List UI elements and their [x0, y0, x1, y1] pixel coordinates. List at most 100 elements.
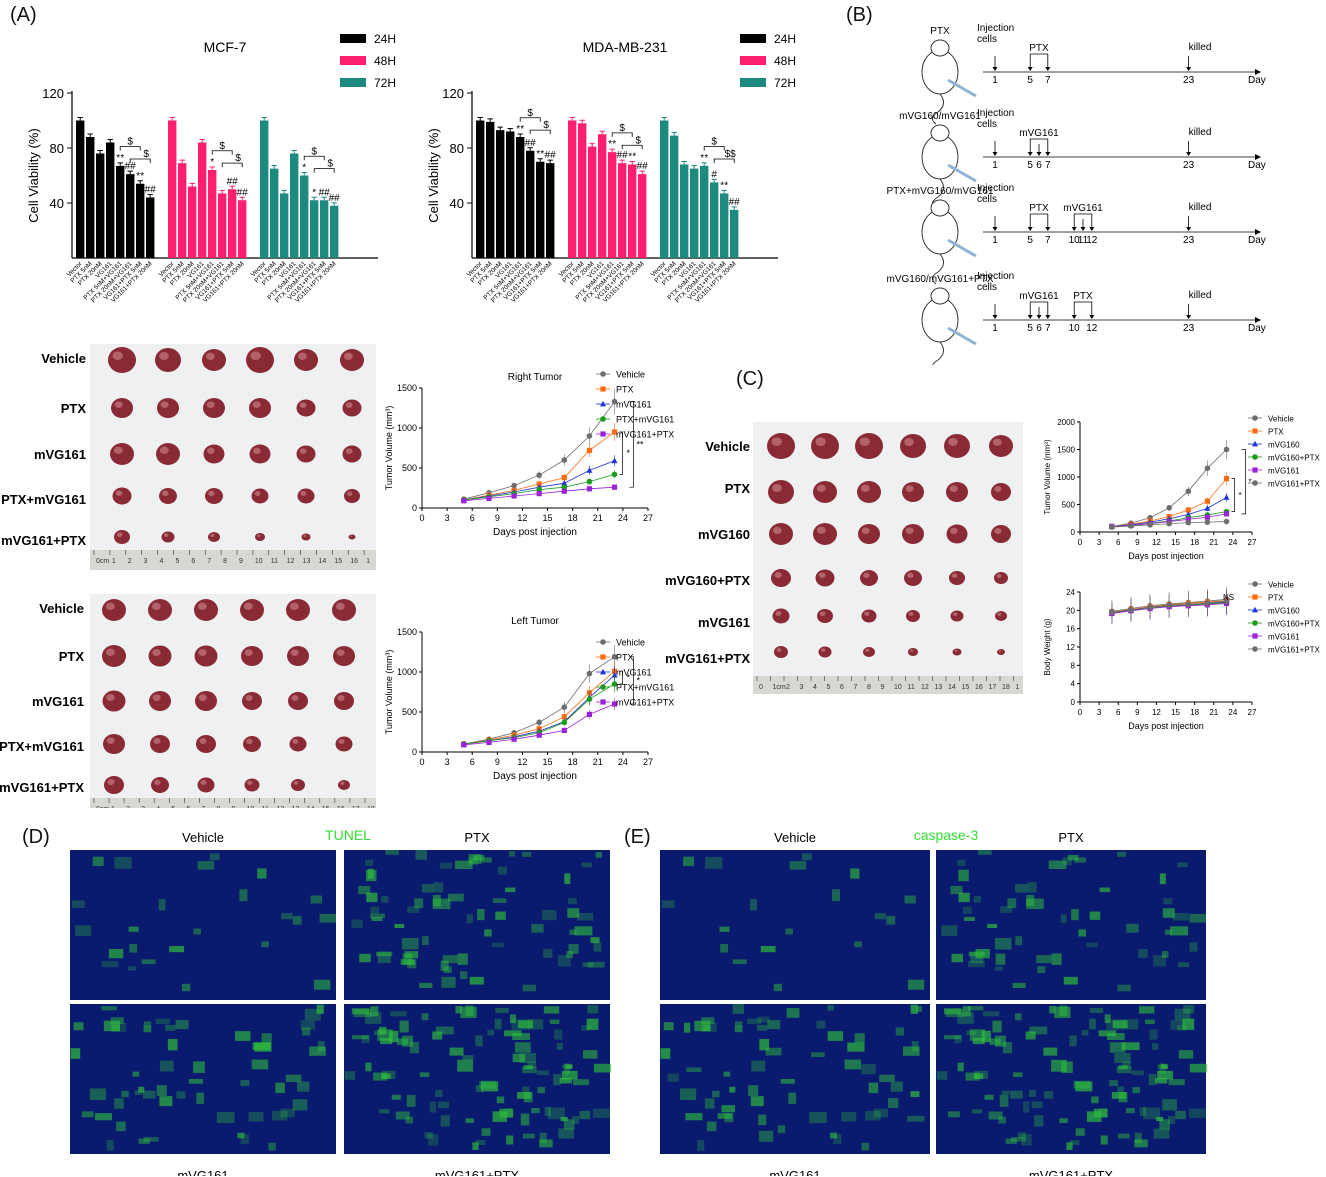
ruler-label: 3: [800, 684, 804, 691]
stain-signal: [895, 1027, 904, 1036]
sig-bracket: [629, 656, 634, 705]
tumor-highlight: [159, 446, 169, 454]
stain-signal: [1089, 1007, 1104, 1014]
tumor: [767, 433, 795, 459]
mouse-tail-icon: [932, 93, 944, 125]
stain-signal: [750, 1096, 764, 1107]
stain-signal: [81, 1111, 94, 1118]
stain-signal: [1099, 887, 1110, 893]
tumor: [991, 525, 1011, 543]
stain-signal: [581, 862, 592, 868]
ruler-label: 2: [786, 684, 790, 691]
row-labels-c: Vehicle PTX mVG160 mVG160+PTX mVG161 mVG161+P…: [665, 439, 750, 666]
stain-signal: [424, 1132, 433, 1139]
x-tick-label: 21: [593, 513, 603, 523]
data-point: [1252, 594, 1258, 600]
stain-signal: [910, 1091, 920, 1098]
stain-signal: [1170, 1020, 1185, 1030]
legend-label: PTX: [1268, 594, 1284, 603]
stain-signal: [868, 1082, 879, 1094]
sig-bracket: [619, 431, 623, 475]
tumor: [994, 572, 1008, 584]
day-number: 11: [1078, 235, 1089, 246]
stain-signal: [1134, 1139, 1148, 1148]
stain-signal: [1138, 949, 1148, 958]
stain-signal: [484, 929, 492, 937]
y-tick-label: 120: [42, 86, 64, 101]
legend-label: PTX: [616, 653, 634, 663]
row-label: mVG161+PTX: [665, 651, 750, 666]
stain-signal: [462, 1055, 474, 1061]
tumor-highlight: [297, 352, 307, 360]
timeline-arrow: [1255, 69, 1261, 75]
tumor: [294, 349, 318, 371]
stain-signal: [1149, 1029, 1158, 1040]
row-label: mVG161: [698, 615, 750, 630]
y-axis-label: Tumor Volume (mm³): [384, 406, 394, 491]
line-chart-c-tumor: 0 3 6 9 12 15 18 21 24 27 0 500 1000 1500 2000 Days pos…: [1043, 415, 1320, 562]
significance-mark: **: [116, 153, 124, 164]
stain-signal: [314, 979, 331, 990]
stain-signal: [1051, 1059, 1067, 1072]
ruler-label: 12: [287, 558, 295, 565]
ruler-label: 4: [813, 684, 817, 691]
stain-signal: [1044, 1091, 1054, 1099]
data-point: [1109, 524, 1115, 530]
stain-signal: [344, 1071, 356, 1080]
row-label: mVG161: [32, 694, 84, 709]
bar: [720, 193, 729, 258]
y-tick-label: 120: [442, 86, 464, 101]
ruler-label: 15: [334, 558, 342, 565]
event-arrow-head: [1089, 315, 1095, 319]
data-point: [586, 478, 593, 485]
stain-signal: [371, 916, 383, 921]
stain-signal: [549, 1019, 560, 1025]
event-arrow-head: [992, 67, 998, 71]
x-tick-label: 21: [1209, 538, 1218, 547]
stain-signal: [1000, 906, 1013, 913]
tumor-highlight: [816, 526, 826, 534]
tumor-highlight: [865, 648, 870, 652]
data-point: [486, 739, 492, 745]
data-point: [1252, 480, 1258, 486]
stain-signal: [495, 911, 506, 920]
stain-signal: [829, 1132, 838, 1139]
stain-signal: [1010, 1137, 1026, 1142]
significance-mark: **: [516, 124, 524, 135]
tumor-highlight: [105, 602, 115, 610]
stain-signal: [496, 1096, 505, 1104]
stain-signal: [984, 1094, 994, 1100]
y-tick-label: 1500: [397, 627, 417, 637]
stain-signal: [1059, 1118, 1068, 1123]
treatment-bracket: [1029, 53, 1049, 59]
tumor: [157, 398, 179, 418]
ruler-label: 0: [759, 684, 763, 691]
legend-label: 72H: [374, 76, 396, 90]
stain-signal: [537, 1087, 546, 1094]
tumor-highlight: [159, 352, 169, 360]
tumor: [995, 611, 1007, 621]
bracket-mark: $: [635, 135, 641, 146]
stain-signal: [1051, 953, 1062, 965]
stain-signal: [75, 925, 92, 936]
tumor-photo-right: 0cm 1 2 3 4 5 6 7 8 9 10 11 12 13 14 15 16 1: [90, 344, 376, 570]
stain-signal: [561, 1070, 578, 1080]
stain-signal: [396, 1038, 408, 1045]
legend-swatch: [740, 34, 766, 43]
bar: [578, 123, 587, 258]
ruler-label: 14: [318, 558, 326, 565]
stain-signal: [1155, 1077, 1168, 1084]
stain-signal: [1017, 1132, 1027, 1139]
stain-signal: [176, 1091, 186, 1099]
legend-label: mVG161+PTX: [1268, 646, 1320, 655]
event-arrow-head: [1186, 315, 1192, 319]
significance-mark: ##: [227, 176, 239, 187]
bar: [638, 174, 647, 258]
y-tick-label: 20: [1066, 606, 1075, 615]
stain-signal: [406, 1094, 416, 1107]
stain-signal: [1175, 1110, 1186, 1120]
y-tick-label: 1000: [397, 423, 417, 433]
data-point: [1166, 602, 1172, 609]
stain-signal: [582, 962, 594, 968]
stain-signal: [720, 944, 729, 953]
